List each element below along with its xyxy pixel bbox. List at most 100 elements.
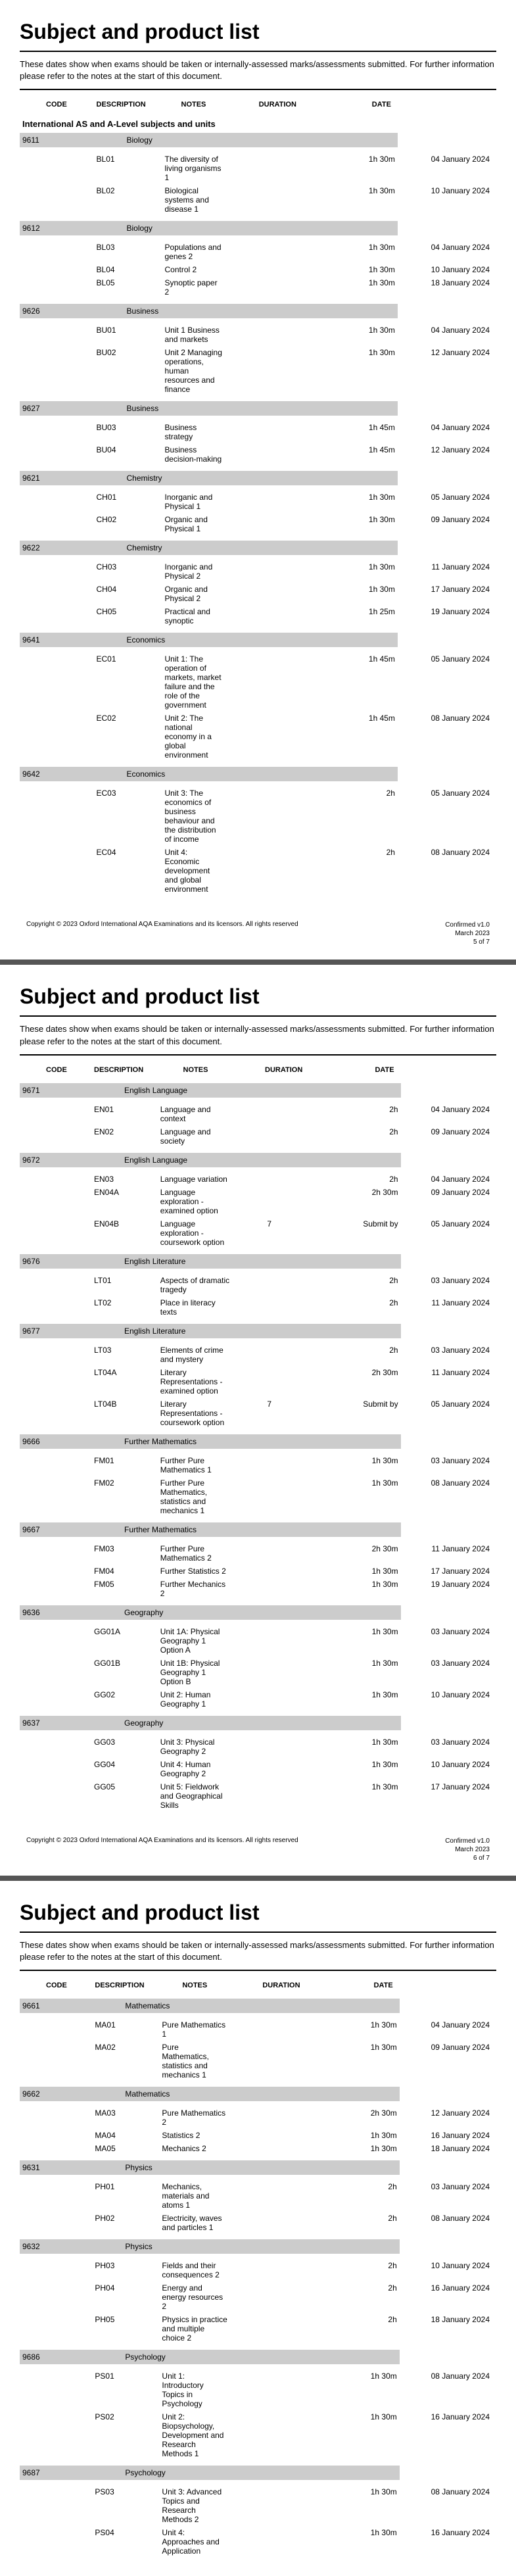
unit-row: FM04Further Statistics 21h 30m17 January…	[20, 1565, 496, 1578]
subject-code: 9677	[20, 1324, 91, 1338]
subject-name: Mathematics	[92, 2087, 399, 2101]
unit-date: 05 January 2024	[401, 1217, 496, 1249]
unit-code: BU03	[94, 421, 162, 443]
subject-name: Psychology	[92, 2350, 399, 2364]
unit-code: LT01	[91, 1274, 158, 1296]
unit-date: 10 January 2024	[398, 184, 496, 216]
unit-duration: 1h 30m	[303, 2369, 400, 2410]
unit-date: 11 January 2024	[401, 1366, 496, 1397]
unit-code: FM03	[91, 1542, 158, 1565]
unit-date: 19 January 2024	[398, 605, 496, 627]
subject-code: 9641	[20, 633, 94, 647]
unit-date: 08 January 2024	[398, 846, 496, 896]
unit-row: CH04Organic and Physical 21h 30m17 Janua…	[20, 583, 496, 605]
unit-notes	[225, 652, 299, 712]
unit-code: EC04	[94, 846, 162, 896]
unit-duration: 1h 30m	[305, 1454, 400, 1476]
unit-row: BL02Biological systems and disease 11h 3…	[20, 184, 496, 216]
subject-row: 9612Biology	[20, 221, 496, 235]
unit-code: PS02	[92, 2410, 159, 2460]
unit-duration: 1h 30m	[305, 1578, 400, 1600]
copyright-text: Copyright © 2023 Oxford International AQ…	[26, 1837, 298, 1844]
unit-code: EC02	[94, 712, 162, 762]
unit-row: CH03Inorganic and Physical 21h 30m11 Jan…	[20, 560, 496, 583]
unit-duration: 2h	[305, 1274, 400, 1296]
unit-code: BL03	[94, 241, 162, 263]
unit-description: Unit 1: The operation of markets, market…	[162, 652, 225, 712]
unit-duration: 1h 30m	[305, 1657, 400, 1688]
unit-description: Unit 2: Biopsychology, Development and R…	[159, 2410, 230, 2460]
unit-row: EN04ALanguage exploration - examined opt…	[20, 1186, 496, 1217]
unit-date: 05 January 2024	[398, 491, 496, 513]
unit-row: PS04Unit 4: Approaches and Application1h…	[20, 2526, 496, 2558]
unit-date: 08 January 2024	[400, 2212, 496, 2234]
subject-name: Business	[94, 304, 398, 318]
unit-code: EN03	[91, 1173, 158, 1186]
unit-code: BU01	[94, 324, 162, 346]
unit-code: EC03	[94, 787, 162, 846]
unit-notes	[233, 1454, 305, 1476]
unit-notes	[225, 324, 299, 346]
unit-row: LT04ALiterary Representations - examined…	[20, 1366, 496, 1397]
unit-notes	[233, 1625, 305, 1657]
subject-row: 9622Chemistry	[20, 541, 496, 555]
subject-row: 9671English Language	[20, 1083, 496, 1098]
intro-text: These dates show when exams should be ta…	[20, 1939, 496, 1963]
subject-name: Physics	[92, 2160, 399, 2175]
column-header-duration: DURATION	[230, 1978, 302, 1993]
subject-row: 9627Business	[20, 401, 496, 416]
unit-code: LT03	[91, 1344, 158, 1366]
unit-description: Unit 2 Managing operations, human resour…	[162, 346, 225, 396]
unit-notes	[225, 560, 299, 583]
unit-code: EN01	[91, 1103, 158, 1125]
subject-code: 9642	[20, 767, 94, 781]
unit-duration: 1h 30m	[303, 2129, 400, 2142]
column-header-notes: NOTES	[162, 97, 225, 112]
unit-date: 12 January 2024	[400, 2106, 496, 2129]
unit-description: Pure Mathematics 1	[159, 2018, 230, 2041]
version-date: March 2023	[445, 1845, 490, 1854]
unit-duration: 2h	[299, 846, 398, 896]
intro-text: These dates show when exams should be ta…	[20, 59, 496, 82]
unit-description: Further Mechanics 2	[158, 1578, 234, 1600]
unit-row: GG04Unit 4: Human Geography 21h 30m10 Ja…	[20, 1758, 496, 1780]
unit-duration: 1h 30m	[299, 513, 398, 535]
unit-duration: 1h 30m	[305, 1758, 400, 1780]
unit-date: 05 January 2024	[398, 652, 496, 712]
unit-date: 19 January 2024	[401, 1578, 496, 1600]
footer-version: Confirmed v1.0March 20236 of 7	[445, 1837, 490, 1862]
unit-date: 16 January 2024	[400, 2129, 496, 2142]
unit-notes	[230, 2212, 302, 2234]
unit-description: Business strategy	[162, 421, 225, 443]
version-date: March 2023	[445, 929, 490, 938]
unit-notes	[233, 1296, 305, 1319]
unit-date: 05 January 2024	[401, 1397, 496, 1429]
unit-code: LT04B	[91, 1397, 158, 1429]
subject-code: 9627	[20, 401, 94, 416]
subject-code: 9637	[20, 1716, 91, 1730]
unit-description: Populations and genes 2	[162, 241, 225, 263]
page: Subject and product listThese dates show…	[0, 965, 516, 1880]
unit-duration: 1h 30m	[305, 1736, 400, 1758]
unit-duration: 2h 30m	[305, 1366, 400, 1397]
subject-name: Business	[94, 401, 398, 416]
unit-code: BL02	[94, 184, 162, 216]
unit-date: 16 January 2024	[400, 2410, 496, 2460]
unit-description: Fields and their consequences 2	[159, 2259, 230, 2281]
unit-notes	[225, 787, 299, 846]
unit-row: GG05Unit 5: Fieldwork and Geographical S…	[20, 1780, 496, 1812]
unit-duration: 1h 30m	[299, 491, 398, 513]
unit-row: PS02Unit 2: Biopsychology, Development a…	[20, 2410, 496, 2460]
unit-row: LT04BLiterary Representations - coursewo…	[20, 1397, 496, 1429]
unit-duration: 1h 30m	[305, 1476, 400, 1517]
unit-code: GG01B	[91, 1657, 158, 1688]
unit-duration: Submit by	[305, 1397, 400, 1429]
unit-date: 08 January 2024	[398, 712, 496, 762]
unit-notes	[233, 1578, 305, 1600]
unit-code: MA01	[92, 2018, 159, 2041]
unit-description: Unit 5: Fieldwork and Geographical Skill…	[158, 1780, 234, 1812]
unit-notes	[230, 2018, 302, 2041]
subject-code: 9676	[20, 1254, 91, 1269]
unit-description: Pure Mathematics 2	[159, 2106, 230, 2129]
unit-row: PS03Unit 3: Advanced Topics and Research…	[20, 2485, 496, 2526]
